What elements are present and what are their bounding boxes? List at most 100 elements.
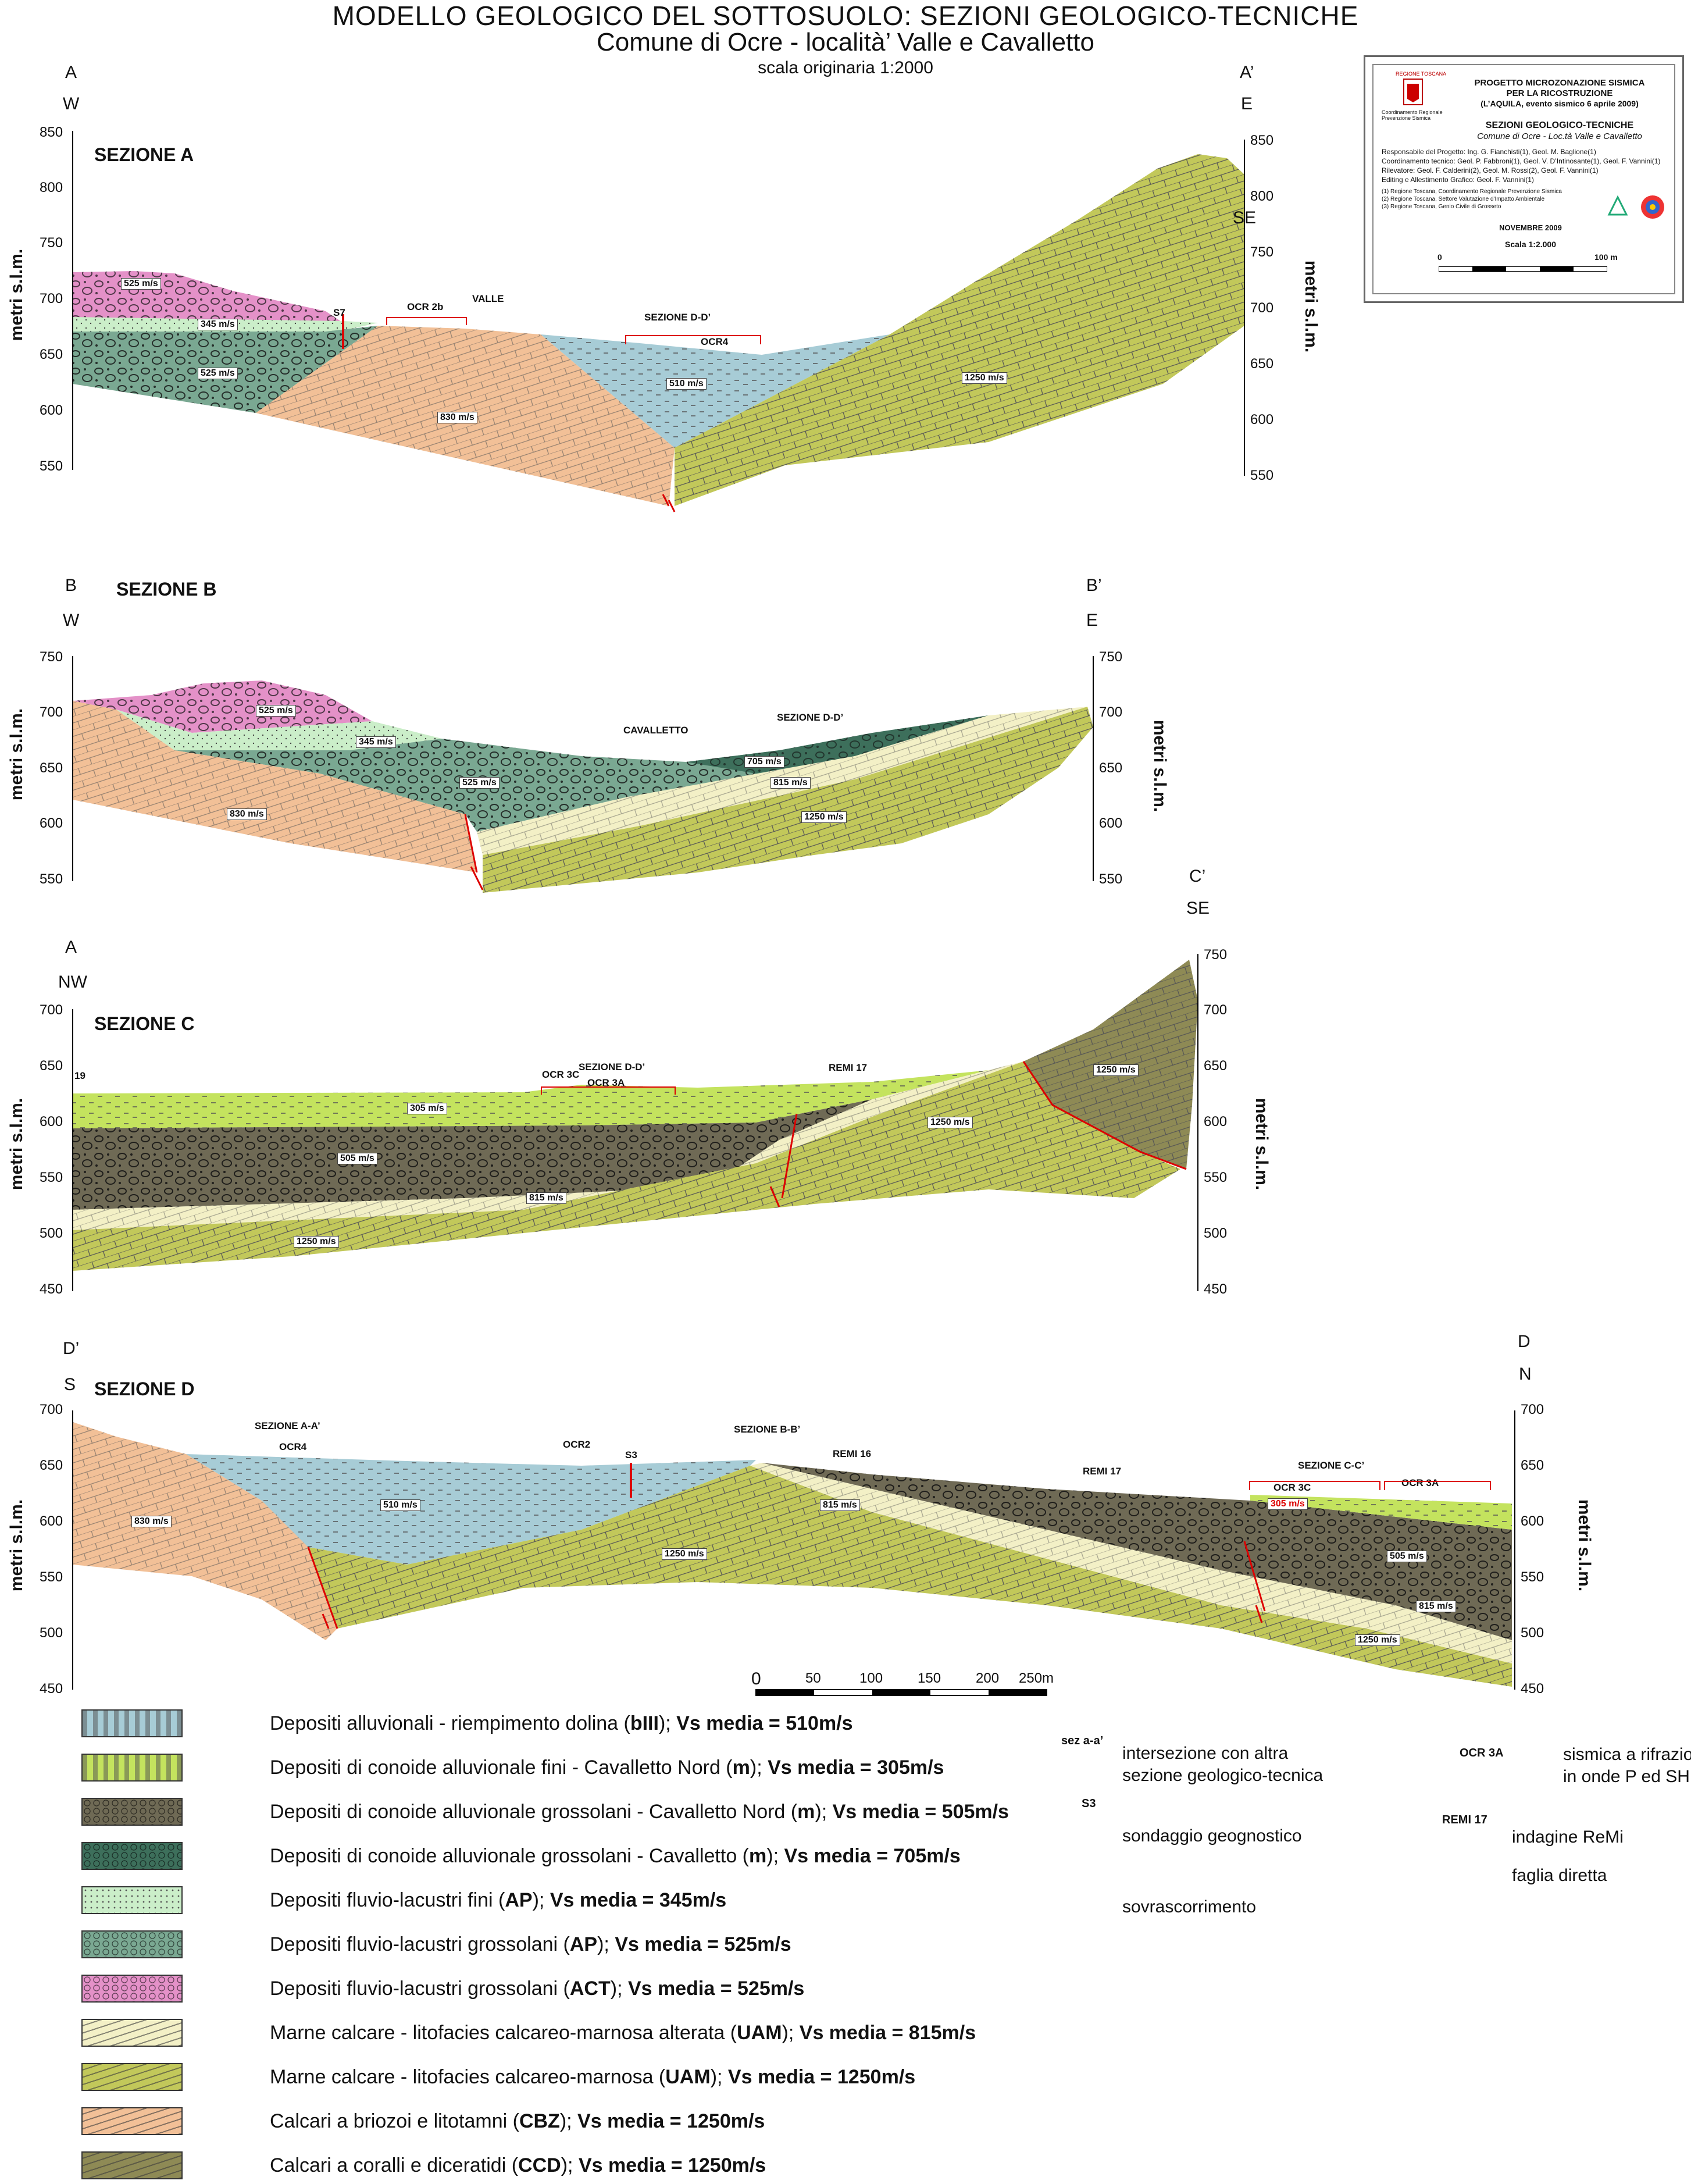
section-c-tick-l: 600 [40,1114,63,1130]
section-d-tick-r: 650 [1521,1458,1544,1473]
legend-separator: ); [561,2154,579,2176]
section-c-title: SEZIONE C [94,1013,195,1034]
section-c-tick-r: 550 [1204,1170,1228,1185]
fault-text: faglia diretta [1512,1866,1607,1885]
legend-vs: Vs media = 705m/s [784,1844,961,1867]
section-d-tick-l: 600 [40,1513,63,1529]
section-d-remi16-label: REMI 16 [833,1448,872,1459]
legend-code: m [749,1844,767,1867]
thrust-text: sovrascorrimento [1122,1897,1257,1916]
title-block: REGIONE TOSCANA Coordinamento Regionale … [1364,55,1684,303]
section-a-tick-r: 850 [1250,133,1274,148]
section-a-right-letter: A’ [1240,63,1254,82]
legend-swatch [81,1798,183,1826]
section-a-ocr4-label: OCR4 [701,336,729,347]
section-a-left-letter: A [65,63,77,82]
section-d-tick-l: 550 [40,1569,63,1585]
section-d-tick-l: 450 [40,1681,63,1697]
note-1: (1) Regione Toscana, Coordinamento Regio… [1382,188,1562,195]
section-a-vs-label: 830 m/s [437,412,477,423]
borehole-text: sondaggio geognostico [1122,1826,1302,1845]
project-line-3: (L’AQUILA, evento sismico 6 aprile 2009) [1480,99,1639,108]
legend-label: Marne calcare - litofacies calcareo-marn… [270,2022,976,2044]
section-a-tick-l: 750 [40,235,63,251]
section-b-profile [73,681,1093,893]
legend-item: Calcari a coralli e diceratidi (CCD); Vs… [81,2151,766,2179]
legend-separator: ); [559,2110,578,2132]
section-a-tick-l: 700 [40,291,63,307]
legend-item: Depositi fluvio-lacustri fini (AP); Vs m… [81,1886,726,1914]
section-b-right-dir: E [1086,611,1098,630]
legend-separator: ); [750,1756,768,1779]
section-d-remi17-label: REMI 17 [1083,1466,1122,1477]
title-block-bar-start: 0 [1437,252,1442,262]
legend-label: Depositi fluvio-lacustri grossolani (AP)… [270,1933,791,1956]
legend-name: Depositi fluvio-lacustri fini ( [270,1889,505,1911]
section-b-tick-l: 750 [40,649,63,665]
scalebar-tick: 0 [751,1669,761,1688]
section-d-sez-cc-label: SEZIONE C-C’ [1298,1460,1365,1471]
section-a-ylabel-left: metri s.l.m. [7,248,27,341]
section-d-axes [72,1410,1515,1690]
section-a-right-dir2: SE [1233,208,1257,227]
section-b-title: SEZIONE B [116,579,217,600]
legend-name: Depositi alluvionali - riempimento dolin… [270,1712,630,1734]
section-d-ylabel-right: metri s.l.m. [1575,1499,1594,1592]
section-c-tick-r: 750 [1204,947,1228,963]
legend-name: Calcari a coralli e diceratidi ( [270,2154,519,2176]
section-a-ocr2b-line [386,317,467,325]
section-b-ylabel-left: metri s.l.m. [7,708,27,801]
section-b-axes [72,656,1094,881]
section-b-vs-label: 815 m/s [770,777,811,789]
legend-code: CCD [518,2154,561,2176]
institution-logo-icon [1606,194,1670,226]
legend-label: Marne calcare - litofacies calcareo-marn… [270,2066,915,2089]
section-d-ocr4-label: OCR4 [279,1441,307,1452]
section-b-vs-label: 525 m/s [459,777,500,789]
section-c-tick-l: 550 [40,1170,63,1185]
section-d-ylabel-left: metri s.l.m. [7,1499,27,1592]
section-a-title: SEZIONE A [94,144,194,165]
legend-name: Marne calcare - litofacies calcareo-marn… [270,2021,737,2044]
credits-3: Rilevatore: Geol. F. Calderini(2), Geol.… [1382,166,1599,174]
region-caption: Coordinamento Regionale Prevenzione Sism… [1382,109,1443,121]
section-a-profile [73,154,1244,512]
section-c-left-dir: NW [58,972,87,992]
scalebar-graphic [755,1689,1047,1696]
section-b-vs-label: 525 m/s [256,705,296,717]
section-a-valle-label: VALLE [472,293,504,304]
section-c-ylabel-left: metri s.l.m. [7,1098,27,1191]
section-c-vs-label: 505 m/s [337,1153,377,1164]
legend-swatch [81,1930,183,1958]
section-c-19-label: 19 [74,1070,85,1081]
legend-code: CBZ [519,2110,560,2132]
section-d-tick-l: 650 [40,1458,63,1473]
credits-2: Coordinamento tecnico: Geol. P. Fabbroni… [1382,157,1661,165]
section-b-tick-l: 550 [40,871,63,887]
scale-note: scala originaria 1:2000 [758,58,933,77]
intersect-text-2: sezione geologico-tecnica [1122,1766,1323,1785]
page-title: MODELLO GEOLOGICO DEL SOTTOSUOLO: SEZION… [332,1,1359,31]
section-b-vs-label: 705 m/s [744,756,784,768]
legend-label: Depositi fluvio-lacustri grossolani (ACT… [270,1978,804,2000]
section-c-thrust-icon [1022,1061,1187,1170]
legend-code: UAM [665,2065,711,2088]
section-a-vs-label: 525 m/s [121,278,161,290]
legend-separator: ); [815,1800,833,1823]
legend-separator: ); [658,1712,677,1734]
section-b-right-letter: B’ [1086,576,1102,595]
section-b-tick-l: 600 [40,815,63,831]
legend-item: Marne calcare - litofacies calcareo-marn… [81,2063,915,2091]
section-d-tick-r: 500 [1521,1625,1544,1641]
section-a-ylabel-right: metri s.l.m. [1301,260,1321,353]
borehole-tag: S3 [1082,1797,1096,1810]
legend-code: AP [505,1889,533,1911]
section-c-sez-dd-label: SEZIONE D-D’ [579,1061,645,1073]
section-d-fault-2-icon [1243,1541,1266,1623]
section-c-remi17-label: REMI 17 [829,1062,868,1073]
section-a-axes [72,131,1245,476]
legend-separator: ); [597,1933,615,1955]
section-b-tick-r: 600 [1099,815,1123,831]
section-c-right-dir: SE [1186,899,1210,918]
legend-separator: ); [710,2065,728,2088]
